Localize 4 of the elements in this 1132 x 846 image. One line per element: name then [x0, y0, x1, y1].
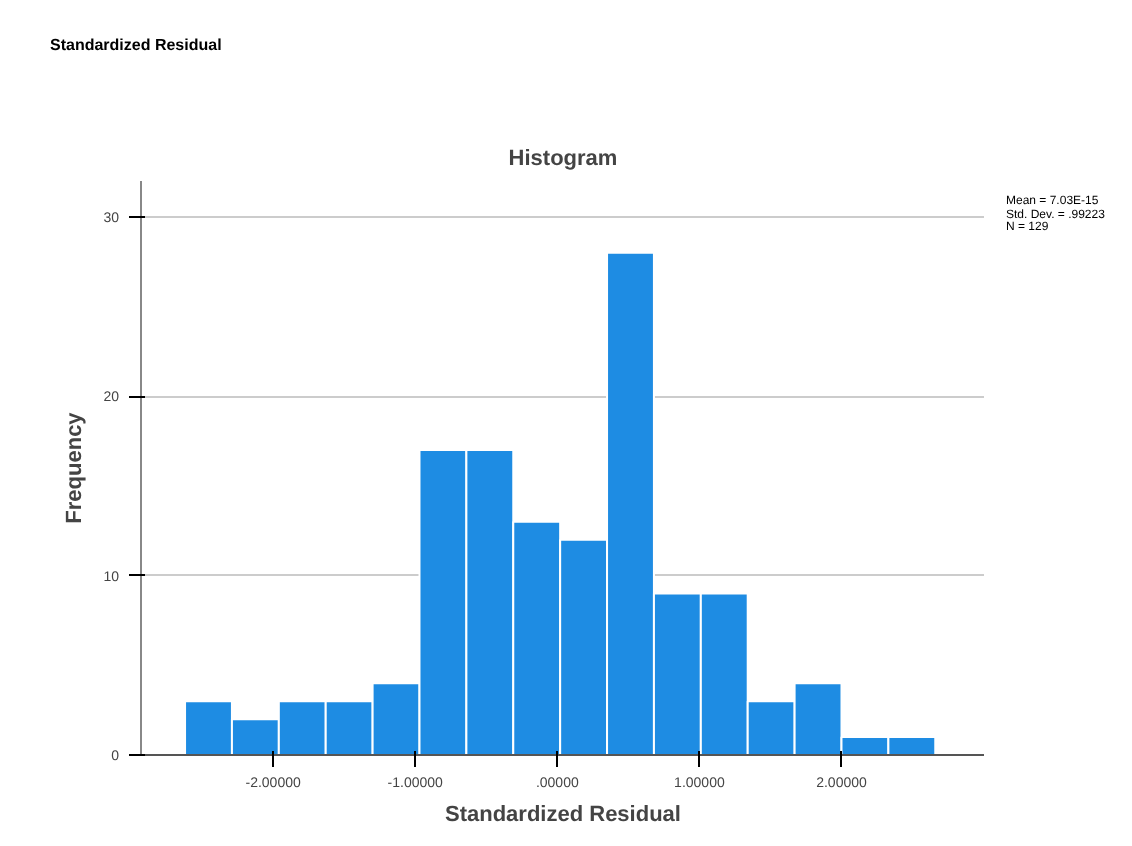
text: Standardized Residual — [50, 34, 222, 57]
x-axis-title: Standardized Residual — [445, 803, 681, 827]
chart-title: Histogram — [508, 147, 618, 171]
y-axis-title: Frequency — [63, 410, 88, 524]
